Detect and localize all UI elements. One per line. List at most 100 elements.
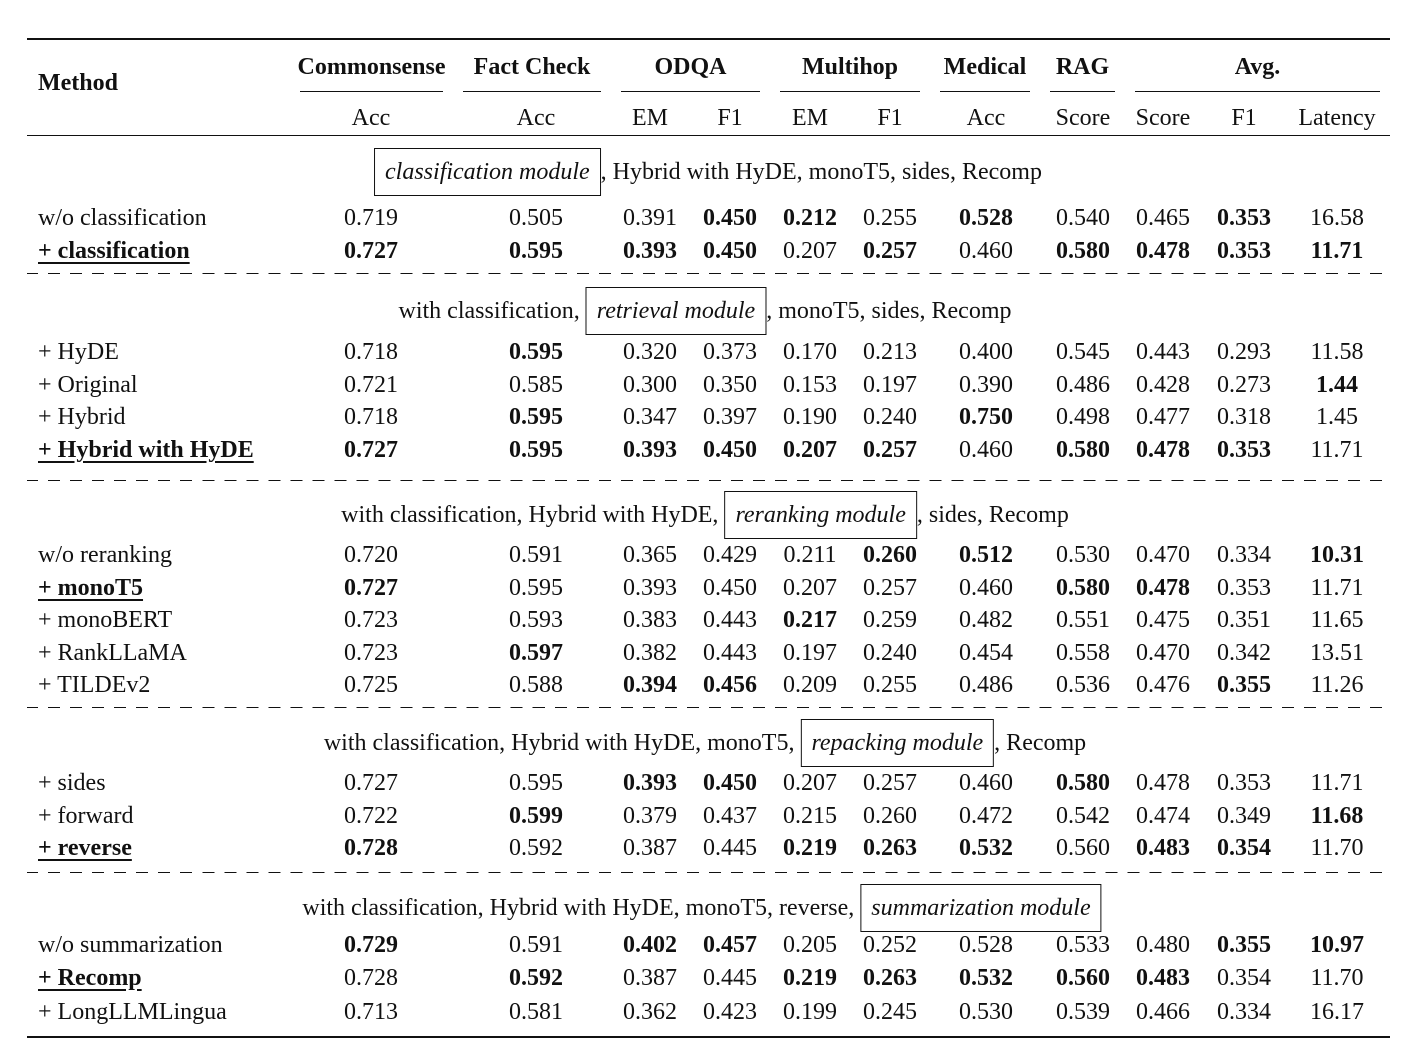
section-divider — [27, 872, 1390, 873]
cell-value: 0.349 — [1217, 803, 1271, 829]
cell-value: 0.727 — [344, 238, 398, 264]
cell-value: 0.588 — [509, 672, 563, 698]
cell-value: 0.351 — [1217, 607, 1271, 633]
cell-value: 0.443 — [1136, 339, 1190, 365]
module-box: repacking module — [800, 719, 995, 767]
cell-value: 0.397 — [703, 404, 757, 430]
method-name: + monoBERT — [38, 607, 173, 633]
cell-value: 0.486 — [1056, 372, 1110, 398]
cell-value: 0.190 — [783, 404, 837, 430]
cell-value: 0.560 — [1056, 965, 1110, 991]
method-name: + forward — [38, 803, 134, 829]
caption-text: , sides, Recomp — [916, 502, 1069, 528]
cell-value: 0.252 — [863, 932, 917, 958]
cell-value: 0.197 — [783, 640, 837, 666]
method-header: Method — [38, 70, 118, 96]
cell-value: 0.207 — [783, 437, 837, 463]
header-rule — [27, 135, 1390, 136]
cell-value: 0.718 — [344, 339, 398, 365]
cell-value: 0.729 — [344, 932, 398, 958]
cell-value: 13.51 — [1310, 640, 1364, 666]
group-underline — [1050, 91, 1115, 92]
cell-value: 0.257 — [863, 238, 917, 264]
cell-value: 11.68 — [1310, 803, 1364, 829]
caption-text: , Hybrid with HyDE, monoT5, sides, Recom… — [600, 159, 1042, 185]
cell-value: 0.478 — [1136, 437, 1190, 463]
cell-value: 0.470 — [1136, 640, 1190, 666]
cell-value: 0.457 — [703, 932, 757, 958]
cell-value: 0.595 — [509, 339, 563, 365]
cell-value: 0.334 — [1217, 999, 1271, 1025]
cell-value: 0.350 — [703, 372, 757, 398]
cell-value: 0.595 — [509, 575, 563, 601]
cell-value: 0.373 — [703, 339, 757, 365]
cell-value: 0.591 — [509, 932, 563, 958]
cell-value: 0.209 — [783, 672, 837, 698]
cell-value: 16.17 — [1310, 999, 1364, 1025]
cell-value: 0.475 — [1136, 607, 1190, 633]
cell-value: 0.580 — [1056, 575, 1110, 601]
subheader: Acc — [966, 105, 1006, 131]
cell-value: 0.595 — [509, 238, 563, 264]
group-underline — [300, 91, 443, 92]
cell-value: 0.379 — [623, 803, 677, 829]
cell-value: 0.257 — [863, 437, 917, 463]
cell-value: 0.320 — [623, 339, 677, 365]
cell-value: 0.255 — [863, 672, 917, 698]
cell-value: 0.255 — [863, 205, 917, 231]
cell-value: 0.205 — [783, 932, 837, 958]
cell-value: 0.542 — [1056, 803, 1110, 829]
cell-value: 0.460 — [959, 437, 1013, 463]
cell-value: 0.713 — [344, 999, 398, 1025]
cell-value: 0.353 — [1217, 205, 1271, 231]
cell-value: 11.26 — [1310, 672, 1364, 698]
cell-value: 0.592 — [509, 965, 563, 991]
cell-value: 0.454 — [959, 640, 1013, 666]
cell-value: 0.207 — [783, 575, 837, 601]
cell-value: 0.486 — [959, 672, 1013, 698]
module-box: summarization module — [860, 884, 1102, 932]
cell-value: 0.599 — [509, 803, 563, 829]
cell-value: 0.476 — [1136, 672, 1190, 698]
cell-value: 0.245 — [863, 999, 917, 1025]
subheader: F1 — [877, 105, 903, 131]
cell-value: 0.428 — [1136, 372, 1190, 398]
cell-value: 0.592 — [509, 835, 563, 861]
cell-value: 0.450 — [703, 238, 757, 264]
cell-value: 0.595 — [509, 437, 563, 463]
cell-value: 0.597 — [509, 640, 563, 666]
cell-value: 0.545 — [1056, 339, 1110, 365]
cell-value: 0.393 — [623, 575, 677, 601]
group-underline — [1135, 91, 1380, 92]
section-divider — [27, 480, 1390, 481]
cell-value: 0.480 — [1136, 932, 1190, 958]
cell-value: 0.450 — [703, 205, 757, 231]
cell-value: 0.423 — [703, 999, 757, 1025]
cell-value: 0.478 — [1136, 770, 1190, 796]
caption-text: with classification, Hybrid with HyDE, m… — [323, 730, 795, 756]
cell-value: 16.58 — [1310, 205, 1364, 231]
subheader: Score — [1055, 105, 1111, 131]
cell-value: 0.478 — [1136, 575, 1190, 601]
cell-value: 0.353 — [1217, 770, 1271, 796]
group-underline — [940, 91, 1030, 92]
caption-text: , monoT5, sides, Recomp — [766, 298, 1012, 324]
cell-value: 11.71 — [1310, 238, 1364, 264]
cell-value: 0.530 — [1056, 542, 1110, 568]
group-header: RAG — [1055, 54, 1110, 80]
cell-value: 0.456 — [703, 672, 757, 698]
cell-value: 0.353 — [1217, 437, 1271, 463]
subheader: EM — [632, 105, 668, 131]
caption-text: with classification, Hybrid with HyDE, — [341, 502, 719, 528]
cell-value: 0.727 — [344, 437, 398, 463]
cell-value: 10.31 — [1310, 542, 1364, 568]
cell-value: 0.443 — [703, 640, 757, 666]
bottom-rule — [27, 1036, 1390, 1038]
cell-value: 0.558 — [1056, 640, 1110, 666]
cell-value: 0.390 — [959, 372, 1013, 398]
section-caption: classification module, Hybrid with HyDE,… — [368, 148, 1042, 196]
module-box: retrieval module — [585, 287, 767, 335]
section-divider — [27, 273, 1390, 274]
cell-value: 0.199 — [783, 999, 837, 1025]
